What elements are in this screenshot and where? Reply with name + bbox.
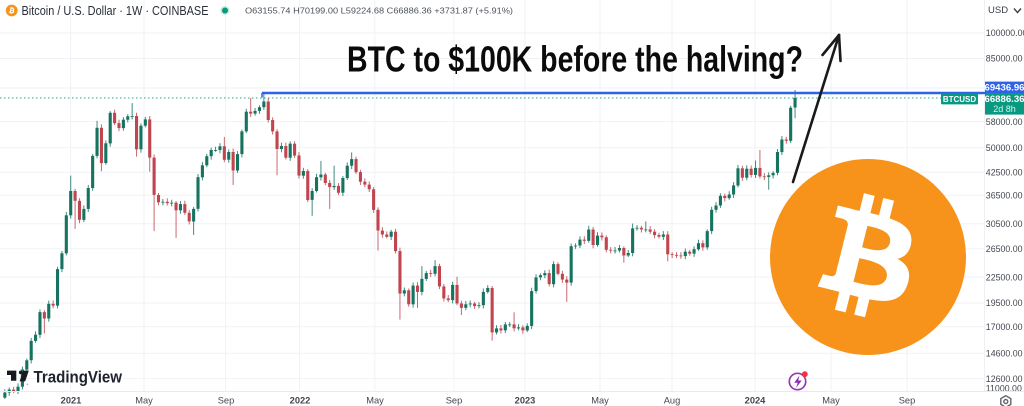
svg-text:36500.00: 36500.00: [986, 190, 1023, 200]
svg-text:17000.00: 17000.00: [986, 322, 1023, 332]
svg-text:100000.00: 100000.00: [986, 28, 1024, 38]
svg-text:2d 8h: 2d 8h: [993, 104, 1016, 114]
svg-text:2021: 2021: [61, 396, 82, 406]
svg-text:Sep: Sep: [218, 396, 235, 406]
svg-text:69436.96: 69436.96: [984, 83, 1024, 94]
svg-text:11000.00: 11000.00: [986, 384, 1022, 394]
svg-text:30500.00: 30500.00: [986, 219, 1023, 229]
svg-text:May: May: [135, 396, 153, 406]
svg-text:22500.00: 22500.00: [986, 272, 1023, 282]
svg-text:May: May: [366, 396, 384, 406]
svg-text:Aug: Aug: [664, 396, 681, 406]
svg-text:2024: 2024: [745, 396, 767, 406]
svg-text:May: May: [591, 396, 609, 406]
svg-text:2022: 2022: [290, 396, 311, 406]
svg-text:58000.00: 58000.00: [986, 117, 1023, 127]
svg-text:50000.00: 50000.00: [986, 143, 1023, 153]
svg-text:19500.00: 19500.00: [986, 298, 1023, 308]
svg-text:Sep: Sep: [446, 396, 463, 406]
svg-text:26500.00: 26500.00: [986, 244, 1023, 254]
svg-text:TradingView: TradingView: [34, 368, 123, 387]
svg-text:BTCUSD: BTCUSD: [943, 95, 977, 104]
svg-text:Sep: Sep: [899, 396, 916, 406]
svg-text:42500.00: 42500.00: [986, 168, 1023, 178]
svg-text:14600.00: 14600.00: [986, 348, 1023, 358]
svg-text:12600.00: 12600.00: [986, 374, 1023, 384]
svg-text:Bitcoin / U.S. Dollar · 1W · C: Bitcoin / U.S. Dollar · 1W · COINBASE: [22, 4, 209, 18]
svg-text:66886.36: 66886.36: [984, 94, 1024, 105]
svg-text:O63155.74 H70199.00 L59224.68: O63155.74 H70199.00 L59224.68 C66886.36 …: [245, 5, 513, 15]
svg-text:USD: USD: [988, 5, 1008, 16]
svg-text:85000.00: 85000.00: [986, 54, 1023, 64]
svg-text:May: May: [822, 396, 840, 406]
svg-text:2023: 2023: [515, 396, 536, 406]
svg-text:BTC to $100K before the halvin: BTC to $100K before the halving?: [347, 39, 803, 80]
